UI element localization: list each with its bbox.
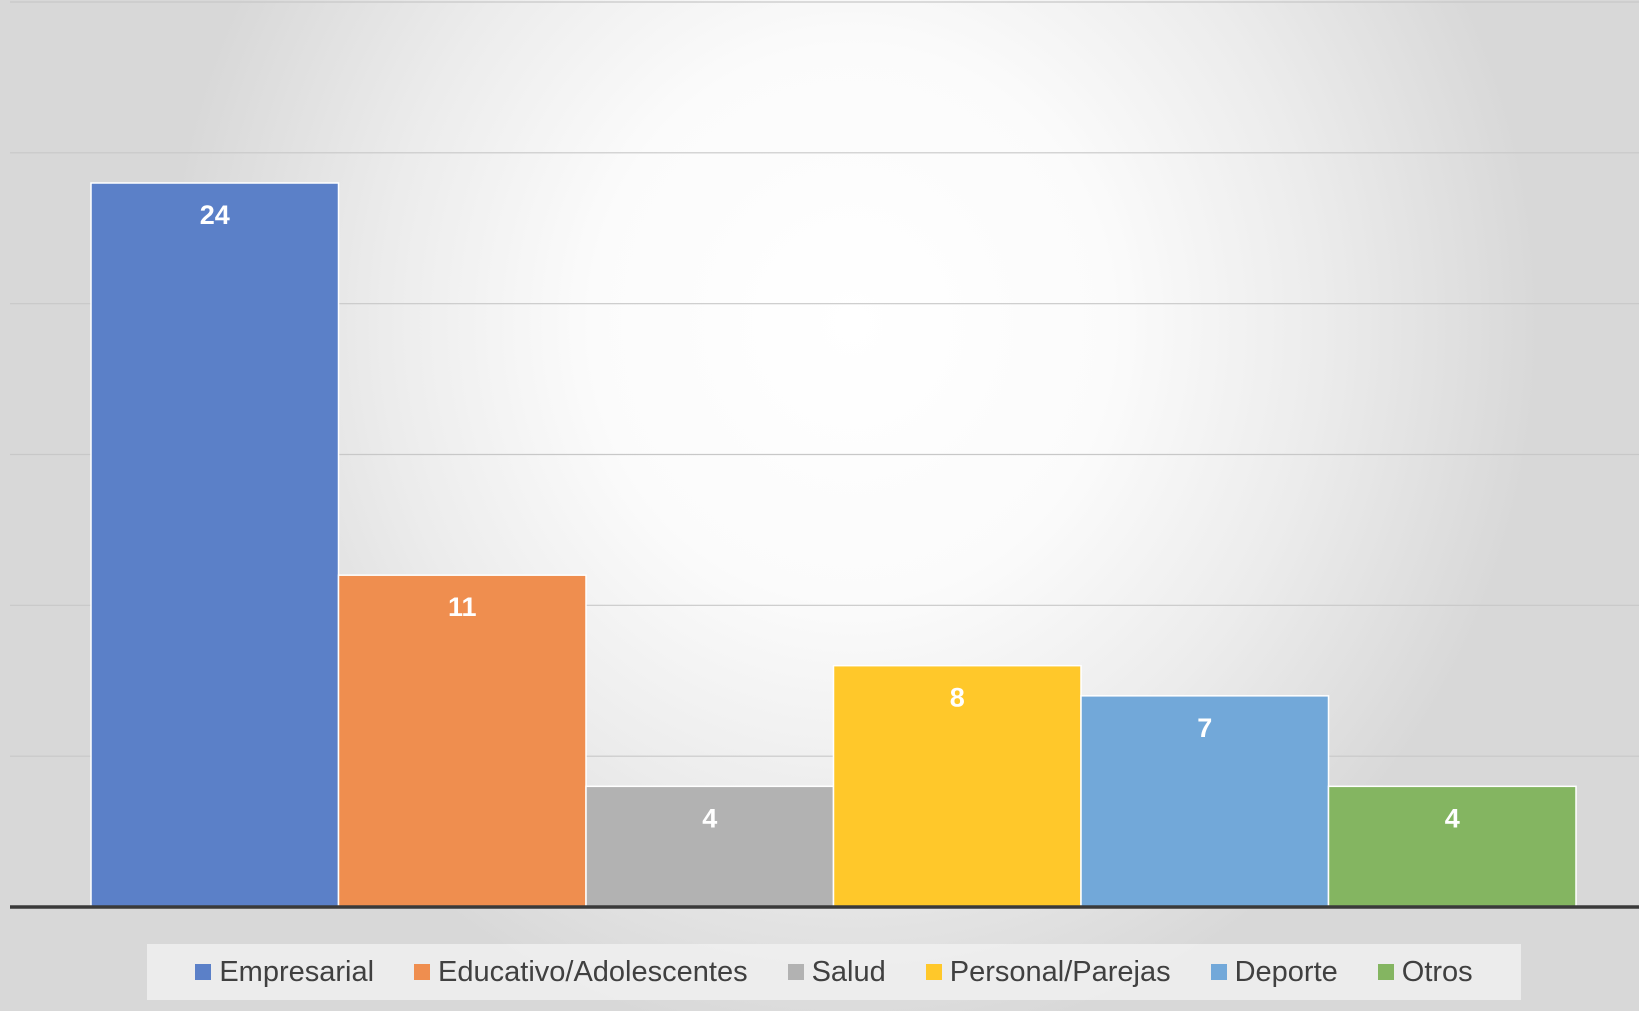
data-label: 8 bbox=[950, 683, 965, 713]
legend-item: Empresarial bbox=[195, 956, 374, 989]
data-label: 4 bbox=[1445, 803, 1460, 833]
data-label: 24 bbox=[200, 200, 230, 230]
legend-swatch bbox=[414, 964, 431, 980]
legend-label: Empresarial bbox=[219, 955, 375, 988]
chart-legend: Empresarial Educativo/Adolescentes Salud Pe… bbox=[147, 944, 1521, 1000]
legend-swatch bbox=[195, 964, 212, 980]
legend-label: Educativo/Adolescentes bbox=[438, 955, 748, 988]
bar-deporte bbox=[1080, 695, 1330, 908]
legend-label: Deporte bbox=[1234, 955, 1338, 988]
legend-swatch bbox=[1210, 964, 1227, 980]
legend-item: Salud bbox=[787, 955, 886, 989]
bar-educativo-adolescentes bbox=[337, 574, 587, 908]
data-label: 7 bbox=[1197, 713, 1212, 743]
legend-label: Personal/Parejas bbox=[949, 955, 1171, 988]
legend-item: Personal/Parejas bbox=[925, 955, 1171, 989]
legend-swatch bbox=[787, 964, 804, 980]
legend-swatch bbox=[1377, 964, 1394, 980]
legend-label: Otros bbox=[1401, 955, 1473, 988]
bar-otros bbox=[1327, 785, 1577, 908]
legend-swatch bbox=[925, 964, 942, 980]
legend-item: Otros bbox=[1377, 955, 1473, 989]
data-label: 4 bbox=[702, 803, 717, 833]
bar-empresarial bbox=[90, 182, 340, 908]
data-label: 11 bbox=[448, 592, 477, 622]
legend-item: Educativo/Adolescentes bbox=[414, 956, 748, 989]
legend-label: Salud bbox=[811, 955, 886, 988]
legend-item: Deporte bbox=[1210, 955, 1338, 989]
